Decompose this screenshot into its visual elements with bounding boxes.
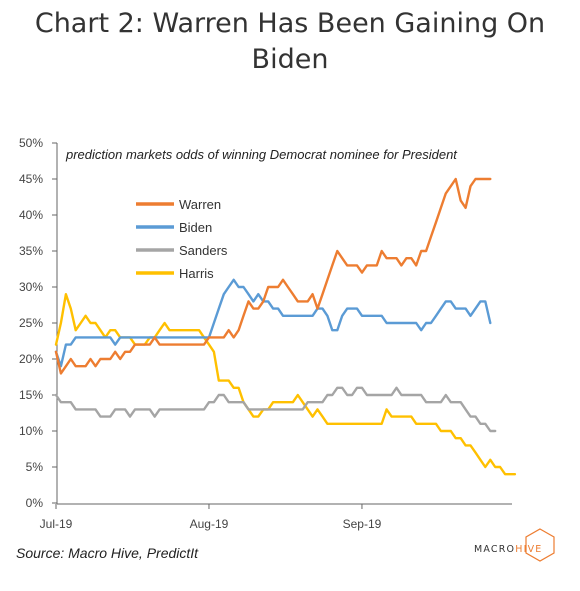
source-note: Source: Macro Hive, PredictIt xyxy=(16,545,199,561)
legend-label-sanders: Sanders xyxy=(179,243,228,258)
legend-label-harris: Harris xyxy=(179,266,214,281)
logo-text-part1: MACRO xyxy=(474,544,516,555)
x-tick-label: Sep-19 xyxy=(343,517,382,531)
logo-text-part2: HIVE xyxy=(515,544,543,555)
series-line-warren xyxy=(54,177,492,375)
logo-text: MACROHIVE xyxy=(474,544,543,555)
chart-title-line-2: Biden xyxy=(251,44,329,75)
y-tick-label: 20% xyxy=(19,352,43,366)
series-line-harris xyxy=(54,293,517,476)
legend-label-biden: Biden xyxy=(179,220,212,235)
hexagon-icon xyxy=(525,528,555,562)
legend-label-warren: Warren xyxy=(179,197,221,212)
y-tick-label: 5% xyxy=(26,460,44,474)
x-tick-label: Aug-19 xyxy=(190,517,229,531)
y-tick-label: 10% xyxy=(19,424,43,438)
y-tick-label: 25% xyxy=(19,316,43,330)
y-tick-label: 40% xyxy=(19,208,43,222)
y-tick-label: 50% xyxy=(19,136,43,150)
chart-annotation: prediction markets odds of winning Democ… xyxy=(65,147,458,162)
y-tick-label: 0% xyxy=(26,496,44,510)
y-tick-label: 15% xyxy=(19,388,43,402)
y-tick-label: 30% xyxy=(19,280,43,294)
chart-title-line-1: Chart 2: Warren Has Been Gaining On xyxy=(34,8,546,39)
macro-hive-logo: MACROHIVE xyxy=(470,527,570,575)
series-line-biden xyxy=(54,278,492,368)
chart-title: Chart 2: Warren Has Been Gaining On Bide… xyxy=(0,6,580,78)
x-tick-label: Jul-19 xyxy=(40,517,73,531)
y-tick-label: 45% xyxy=(19,172,43,186)
series-line-sanders xyxy=(54,386,497,433)
y-tick-label: 35% xyxy=(19,244,43,258)
